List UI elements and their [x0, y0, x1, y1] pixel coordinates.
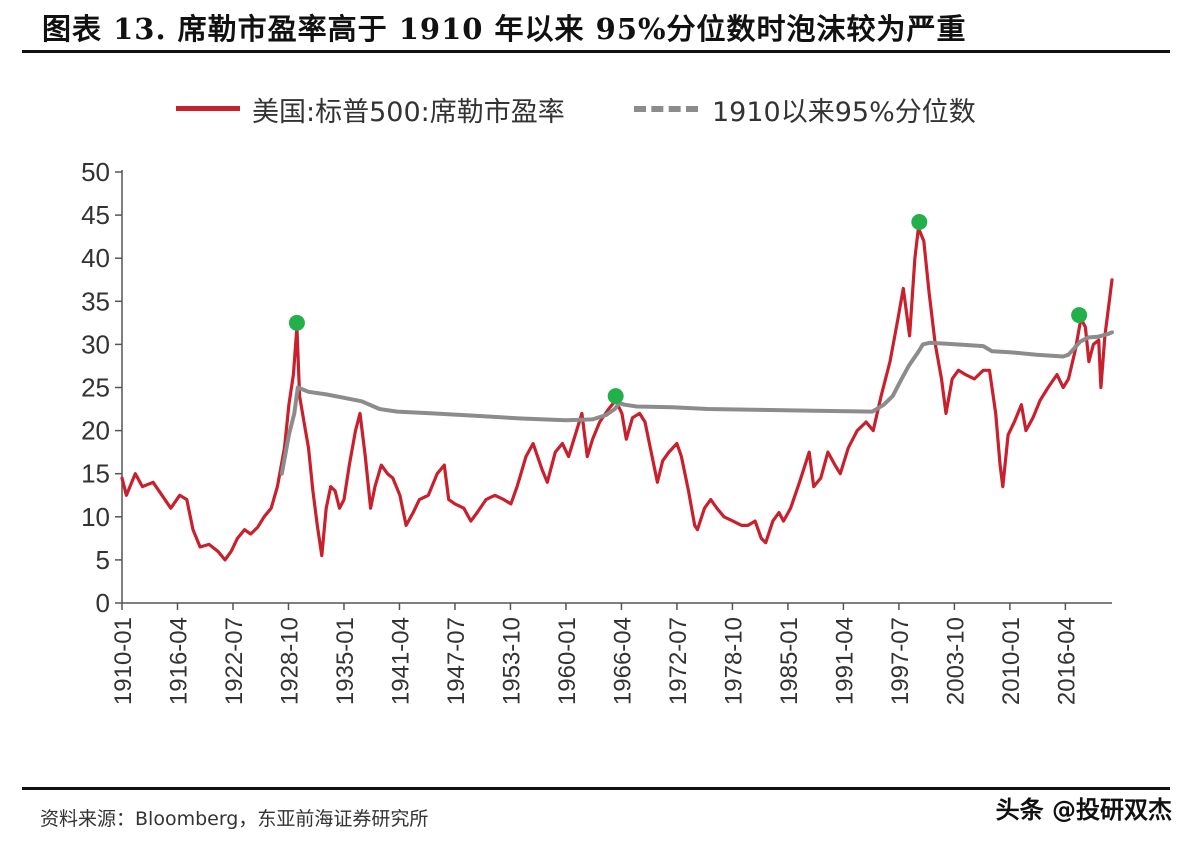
y-tick-label-2: 10 — [81, 502, 110, 532]
y-tick-label-8: 40 — [81, 243, 110, 273]
peak-marker-1 — [607, 388, 624, 405]
peak-marker-2 — [911, 213, 928, 230]
x-tick-label-10: 1972-07 — [665, 617, 692, 705]
x-tick-label-17: 2016-04 — [1053, 617, 1080, 705]
x-tick-label-15: 2003-10 — [942, 617, 969, 705]
legend-swatch-pe — [176, 106, 240, 111]
x-tick-label-7: 1953-10 — [498, 617, 525, 705]
y-tick-label-7: 35 — [81, 286, 110, 316]
x-tick-label-6: 1947-07 — [443, 617, 470, 705]
legend: 美国:标普500:席勒市盈率 1910以来95%分位数 — [0, 86, 1200, 128]
legend-swatch-p95 — [634, 106, 698, 112]
x-tick-label-4: 1935-01 — [332, 617, 359, 705]
x-tick-label-3: 1928-10 — [276, 617, 303, 705]
x-tick-label-11: 1978-10 — [720, 617, 747, 705]
x-tick-label-1: 1916-04 — [165, 617, 192, 705]
legend-label-p95: 1910以来95%分位数 — [712, 97, 976, 128]
y-tick-label-1: 5 — [96, 545, 110, 575]
y-tick-label-6: 30 — [81, 329, 110, 359]
x-tick-label-9: 1966-04 — [609, 617, 636, 705]
x-tick-label-0: 1910-01 — [110, 617, 137, 705]
peak-marker-3 — [1071, 307, 1088, 324]
y-tick-label-3: 15 — [81, 459, 110, 489]
y-tick-label-4: 20 — [81, 416, 110, 446]
x-tick-label-13: 1991-04 — [831, 617, 858, 705]
y-tick-label-9: 45 — [81, 200, 110, 230]
title-divider — [22, 50, 1170, 53]
source-note: 资料来源：Bloomberg，东亚前海证券研究所 — [40, 808, 429, 830]
x-tick-label-14: 1997-07 — [887, 617, 914, 705]
series-line-p95 — [279, 330, 1114, 476]
x-tick-label-12: 1985-01 — [776, 617, 803, 705]
chart-title: 图表 13. 席勒市盈率高于 1910 年以来 95%分位数时泡沫较为严重 — [42, 12, 967, 46]
x-tick-label-8: 1960-01 — [554, 617, 581, 705]
y-tick-label-10: 50 — [81, 157, 110, 187]
x-tick-label-5: 1941-04 — [387, 617, 414, 705]
x-tick-label-16: 2010-01 — [998, 617, 1025, 705]
series-line-pe — [120, 226, 1114, 562]
source-divider — [22, 787, 1170, 790]
peak-marker-0 — [288, 314, 305, 331]
y-tick-label-5: 25 — [81, 373, 110, 403]
y-tick-label-0: 0 — [96, 588, 110, 618]
x-tick-label-2: 1922-07 — [221, 617, 248, 705]
legend-label-pe: 美国:标普500:席勒市盈率 — [252, 97, 565, 128]
watermark: 头条 @投研双杰 — [995, 796, 1172, 824]
